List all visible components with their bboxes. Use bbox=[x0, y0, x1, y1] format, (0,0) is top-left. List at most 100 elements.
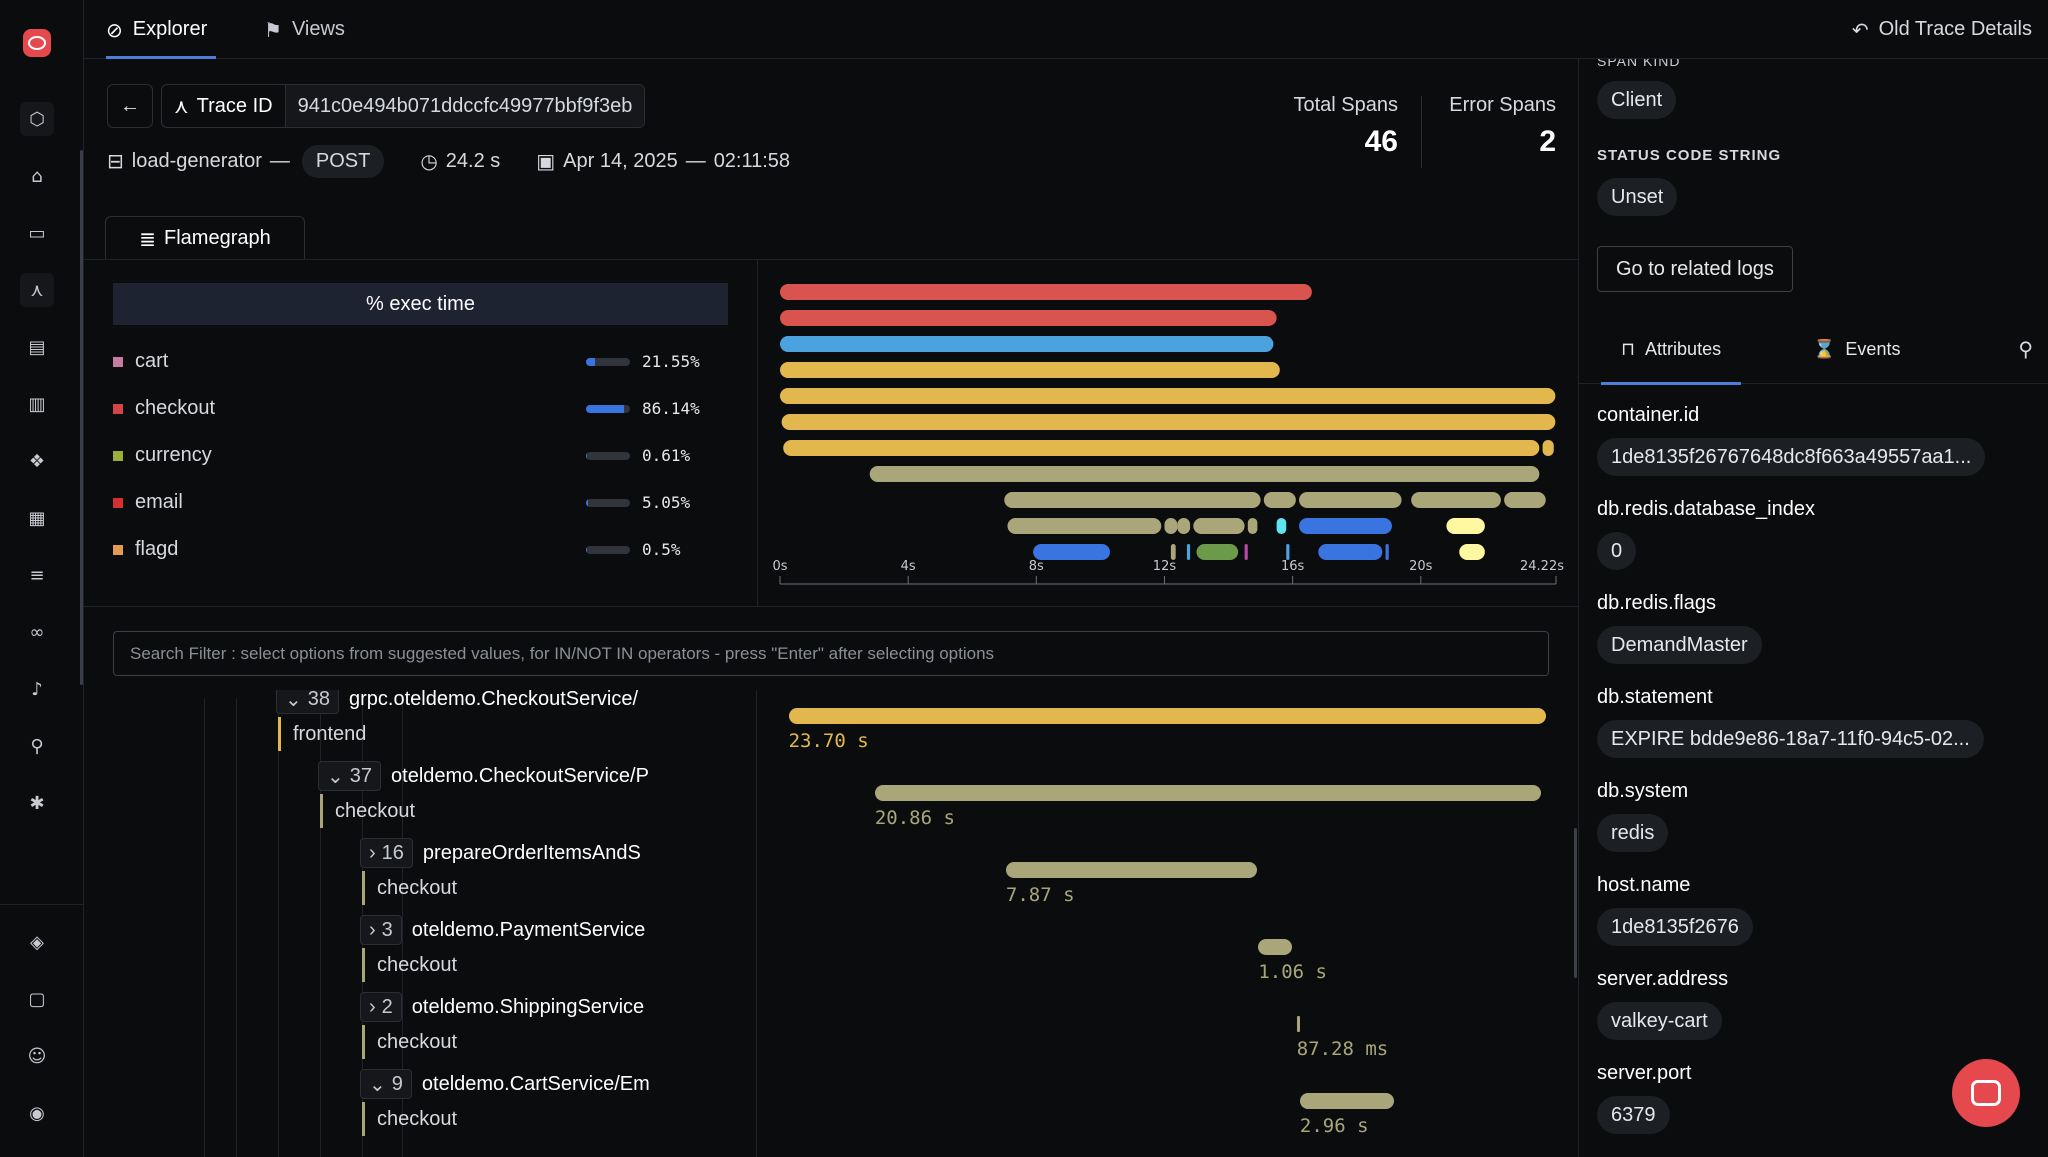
logs-icon[interactable]: ▤ bbox=[28, 336, 46, 358]
flame-span-bar[interactable] bbox=[1276, 518, 1287, 534]
trace-id-value[interactable]: 941c0e494b071ddccfc49977bbf9f3eb bbox=[285, 85, 645, 127]
span-tree-row[interactable]: › 16 prepareOrderItemsAndS checkout bbox=[360, 835, 641, 912]
add-user-icon[interactable]: ☺ bbox=[27, 1045, 47, 1067]
grid-icon[interactable]: ▦ bbox=[28, 507, 46, 529]
attribute-value[interactable]: 1de8135f26767648dc8f663a49557aa1... bbox=[1597, 438, 1986, 476]
search-icon[interactable]: ⚲ bbox=[2018, 338, 2033, 361]
chat-support-button[interactable] bbox=[1952, 1059, 2020, 1127]
span-tree-row[interactable]: ⌄ 9 oteldemo.CartService/Em checkout bbox=[360, 1066, 650, 1143]
flame-span-bar[interactable] bbox=[1459, 544, 1485, 560]
traces-icon[interactable]: ⋏ bbox=[20, 273, 54, 307]
inbox-icon[interactable]: ▭ bbox=[28, 222, 46, 244]
list-icon[interactable]: ≡ bbox=[29, 564, 45, 586]
flame-span-bar[interactable] bbox=[1542, 440, 1554, 456]
tab-views[interactable]: ⚑ Views bbox=[264, 0, 345, 59]
flame-span-bar[interactable] bbox=[783, 440, 1540, 456]
flame-span-bar[interactable] bbox=[1299, 492, 1402, 508]
expand-toggle[interactable]: ⌄ 37 bbox=[318, 761, 382, 791]
flame-span-bar[interactable] bbox=[1033, 544, 1111, 560]
details-scrollbar[interactable] bbox=[1574, 828, 1577, 978]
expand-toggle[interactable]: › 3 bbox=[360, 915, 402, 945]
home-icon[interactable]: ⌂ bbox=[31, 165, 43, 187]
logo-icon[interactable] bbox=[23, 29, 51, 57]
bell-icon[interactable]: ♪ bbox=[31, 678, 43, 700]
flame-span-bar[interactable] bbox=[1004, 492, 1261, 508]
expand-toggle[interactable]: ⌄ 9 bbox=[360, 1069, 412, 1099]
chat-icon[interactable]: ▢ bbox=[28, 988, 46, 1010]
attribute-value[interactable]: EXPIRE bdde9e86-18a7-11f0-94c5-02... bbox=[1597, 720, 1984, 758]
attribute-value[interactable]: 0 bbox=[1597, 532, 1637, 570]
flame-span-bar[interactable] bbox=[1504, 492, 1546, 508]
exec-row[interactable]: cart 21.55% bbox=[113, 338, 728, 385]
flame-span-bar[interactable] bbox=[1263, 492, 1296, 508]
attribute-key: container.id bbox=[1597, 404, 1700, 426]
exec-row[interactable]: email 5.05% bbox=[113, 479, 728, 526]
flame-span-bar[interactable] bbox=[780, 388, 1556, 404]
exec-row[interactable]: currency 0.61% bbox=[113, 432, 728, 479]
tab-attributes[interactable]: ⊓ Attributes bbox=[1601, 314, 1742, 385]
waterfall-span-bar[interactable] bbox=[1005, 862, 1258, 878]
exec-progress-bar bbox=[586, 545, 630, 554]
waterfall-span-bar[interactable] bbox=[1299, 1093, 1395, 1109]
exec-progress-fill bbox=[586, 404, 624, 413]
tab-events[interactable]: ⌛ Events bbox=[1813, 314, 1900, 384]
flame-span-bar[interactable] bbox=[1286, 544, 1290, 560]
flame-span-bar[interactable] bbox=[781, 414, 1556, 430]
cube-icon[interactable]: ⬡ bbox=[20, 102, 54, 136]
flame-span-bar[interactable] bbox=[1299, 518, 1392, 534]
flame-span-bar[interactable] bbox=[1247, 518, 1258, 534]
flame-span-bar[interactable] bbox=[1164, 518, 1178, 534]
exec-time-header[interactable]: % exec time bbox=[113, 283, 728, 325]
span-tree-row[interactable]: › 3 oteldemo.PaymentService checkout bbox=[360, 912, 645, 989]
waterfall-span-bar[interactable] bbox=[1258, 939, 1293, 955]
tab-explorer[interactable]: ⊘ Explorer bbox=[106, 0, 216, 59]
user-circle-icon[interactable]: ◉ bbox=[29, 1102, 45, 1124]
exec-row[interactable]: flagd 0.5% bbox=[113, 526, 728, 573]
bug-icon[interactable]: ✱ bbox=[29, 792, 45, 814]
flamegraph-chart[interactable]: 0s 4s 8s 12s 16s 20s 24.22s bbox=[770, 270, 1570, 600]
flame-span-bar[interactable] bbox=[1007, 518, 1162, 534]
span-row-header: ⌄ 38 grpc.oteldemo.CheckoutService/ bbox=[276, 690, 638, 717]
chart-icon[interactable]: ▥ bbox=[28, 393, 46, 415]
waterfall-span-bar[interactable] bbox=[788, 708, 1546, 724]
span-tree-row[interactable]: ⌄ 38 grpc.oteldemo.CheckoutService/fronten… bbox=[276, 690, 638, 758]
binoculars-icon[interactable]: ∞ bbox=[29, 621, 45, 643]
nav-scrollbar[interactable] bbox=[80, 150, 83, 685]
flame-span-bar[interactable] bbox=[1186, 544, 1191, 560]
flame-span-bar[interactable] bbox=[780, 336, 1274, 352]
flame-span-bar[interactable] bbox=[1244, 544, 1248, 560]
flame-span-bar[interactable] bbox=[780, 310, 1277, 326]
expand-toggle[interactable]: › 16 bbox=[360, 838, 413, 868]
waterfall-span-bar[interactable] bbox=[1296, 1016, 1300, 1032]
span-tree-row[interactable]: ⌄ 37 oteldemo.CheckoutService/P checkout bbox=[318, 758, 649, 835]
layers-icon[interactable]: ◈ bbox=[30, 931, 44, 953]
old-trace-details-link[interactable]: ↶ Old Trace Details bbox=[1852, 0, 2032, 59]
flame-span-bar[interactable] bbox=[1385, 544, 1389, 560]
flame-span-bar[interactable] bbox=[1170, 544, 1176, 560]
flame-span-bar[interactable] bbox=[1193, 518, 1245, 534]
related-logs-button[interactable]: Go to related logs bbox=[1597, 246, 1793, 292]
tab-flamegraph[interactable]: ≣ Flamegraph bbox=[105, 216, 305, 260]
attribute-value[interactable]: DemandMaster bbox=[1597, 626, 1762, 664]
flame-span-bar[interactable] bbox=[1177, 518, 1191, 534]
attribute-value[interactable]: 6379 bbox=[1597, 1096, 1670, 1134]
expand-toggle[interactable]: › 2 bbox=[360, 992, 402, 1022]
flame-span-bar[interactable] bbox=[780, 284, 1312, 300]
pipeline-icon[interactable]: ⚲ bbox=[30, 735, 44, 757]
apps-icon[interactable]: ❖ bbox=[28, 450, 46, 472]
flame-span-bar[interactable] bbox=[780, 362, 1280, 378]
waterfall-span-bar[interactable] bbox=[874, 785, 1542, 801]
flame-span-bar[interactable] bbox=[1318, 544, 1383, 560]
attribute-value[interactable]: redis bbox=[1597, 814, 1669, 852]
flame-span-bar[interactable] bbox=[1411, 492, 1501, 508]
attribute-value[interactable]: valkey-cart bbox=[1597, 1002, 1722, 1040]
expand-toggle[interactable]: ⌄ 38 bbox=[276, 690, 340, 714]
exec-row[interactable]: checkout 86.14% bbox=[113, 385, 728, 432]
attribute-value[interactable]: 1de8135f2676 bbox=[1597, 908, 1753, 946]
flame-span-bar[interactable] bbox=[1446, 518, 1485, 534]
flame-span-bar[interactable] bbox=[1196, 544, 1239, 560]
back-button[interactable]: ← bbox=[107, 84, 153, 128]
span-search-input[interactable]: Search Filter : select options from sugg… bbox=[113, 631, 1549, 676]
span-tree-row[interactable]: › 2 oteldemo.ShippingService checkout bbox=[360, 989, 644, 1066]
flame-span-bar[interactable] bbox=[869, 466, 1540, 482]
